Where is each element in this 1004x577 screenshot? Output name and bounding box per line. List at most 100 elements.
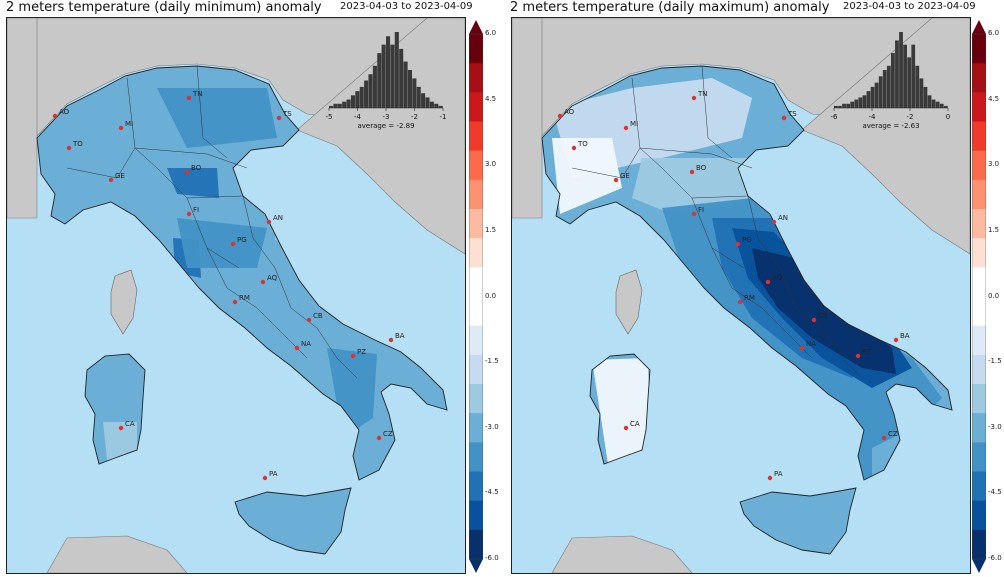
city-dot-MI[interactable] xyxy=(623,125,629,131)
histogram-bar xyxy=(346,99,351,108)
map-max[interactable]: AO TO MI TN TS GE BO FI AN PG AQ RM CB NA BA PZ CA CZ PA -6… xyxy=(511,17,971,574)
city-dot-BO[interactable] xyxy=(689,169,695,175)
city-dot-CB[interactable] xyxy=(811,317,817,323)
colorbar-segment xyxy=(469,209,483,239)
city-dot-AQ[interactable] xyxy=(260,279,266,285)
city-dot-BO[interactable] xyxy=(184,169,190,175)
region-border-2 xyxy=(639,147,753,169)
histogram-tick: -4 xyxy=(354,113,362,121)
colorbar-segment xyxy=(972,121,986,152)
colorbar-segment xyxy=(469,354,483,385)
colorbar-segment xyxy=(972,442,986,472)
histogram-bar xyxy=(838,105,842,108)
city-dot-CZ[interactable] xyxy=(881,435,887,441)
field-contour-3 xyxy=(632,158,760,214)
city-dot-TO[interactable] xyxy=(66,145,72,151)
histogram-tick: -2 xyxy=(411,113,418,121)
city-label-PG: PG xyxy=(237,236,247,244)
city-label-PA: PA xyxy=(774,470,783,478)
field-contour-1 xyxy=(552,138,622,214)
corsica xyxy=(615,269,643,335)
city-dot-RM[interactable] xyxy=(737,299,743,305)
city-dot-GE[interactable] xyxy=(613,177,619,183)
city-label-CA: CA xyxy=(630,420,640,428)
histogram-bar xyxy=(355,91,360,108)
city-dot-TN[interactable] xyxy=(691,95,697,101)
region-border-6 xyxy=(206,247,258,309)
histogram-average: average = -2.89 xyxy=(357,122,414,130)
histogram-bar xyxy=(416,86,421,108)
colorbar-top-arrow xyxy=(469,20,483,34)
histogram-tick: -4 xyxy=(869,113,877,121)
histogram-bar xyxy=(412,78,417,108)
city-dot-BA[interactable] xyxy=(388,337,394,343)
colorbar-segment xyxy=(972,500,986,531)
region-border-1 xyxy=(701,65,733,159)
histogram-bar xyxy=(425,97,430,108)
city-dot-PZ[interactable] xyxy=(350,353,356,359)
histogram-bar xyxy=(337,103,342,108)
city-dot-PA[interactable] xyxy=(767,475,773,481)
city-dot-MI[interactable] xyxy=(118,125,124,131)
panel-date-max: 2023-04-03 to 2023-04-09 xyxy=(843,1,976,12)
city-dot-CZ[interactable] xyxy=(376,435,382,441)
colorbar-top-arrow xyxy=(972,20,986,34)
city-dot-AN[interactable] xyxy=(266,219,272,225)
region-border-2 xyxy=(134,147,248,169)
city-label-TS: TS xyxy=(787,110,797,118)
city-dot-RM[interactable] xyxy=(232,299,238,305)
city-dot-FI[interactable] xyxy=(186,211,192,217)
city-dot-AO[interactable] xyxy=(557,113,563,119)
city-dot-AN[interactable] xyxy=(771,219,777,225)
city-dot-AO[interactable] xyxy=(52,113,58,119)
city-dot-TO[interactable] xyxy=(571,145,577,151)
histogram-tick: -5 xyxy=(326,113,333,121)
colorbar-tick-label: 3.0 xyxy=(988,160,1000,169)
city-dot-CB[interactable] xyxy=(306,317,312,323)
map-min[interactable]: AO TO MI TN TS GE BO FI AN PG AQ RM CB NA BA PZ CA CZ PA -5… xyxy=(6,17,466,574)
city-dot-TN[interactable] xyxy=(186,95,192,101)
city-dot-BA[interactable] xyxy=(893,337,899,343)
city-dot-NA[interactable] xyxy=(294,345,300,351)
colorbar-segment xyxy=(469,384,483,414)
colorbar-segment xyxy=(469,500,483,531)
corsica xyxy=(110,269,138,335)
city-label-NA: NA xyxy=(301,340,311,348)
city-dot-TS[interactable] xyxy=(276,115,282,121)
histogram-bar xyxy=(403,61,408,108)
city-dot-AQ[interactable] xyxy=(765,279,771,285)
histogram-bar xyxy=(407,70,413,108)
city-dot-CA[interactable] xyxy=(118,425,124,431)
colorbar-segment xyxy=(972,92,986,122)
colorbar-segment xyxy=(469,34,483,64)
histogram-bar xyxy=(891,53,895,108)
city-dot-CA[interactable] xyxy=(623,425,629,431)
histogram-tick: -3 xyxy=(383,113,390,121)
histogram-bar xyxy=(377,53,382,108)
city-label-AQ: AQ xyxy=(267,274,278,282)
field-contour-7 xyxy=(752,248,896,374)
colorbar-tick-label: -1.5 xyxy=(485,357,499,366)
city-label-FI: FI xyxy=(193,206,199,214)
city-dot-NA[interactable] xyxy=(799,345,805,351)
city-dot-GE[interactable] xyxy=(108,177,114,183)
colorbar-max xyxy=(971,20,987,573)
colorbar-tick-label: 6.0 xyxy=(485,29,497,37)
colorbar-segment xyxy=(972,238,986,268)
colorbar-bottom-arrow xyxy=(972,559,986,573)
city-dot-PG[interactable] xyxy=(230,241,236,247)
italy-coast xyxy=(36,65,448,481)
city-label-BO: BO xyxy=(696,164,707,172)
city-dot-PZ[interactable] xyxy=(855,353,861,359)
sardinia-coast xyxy=(589,353,651,465)
region-border-8 xyxy=(256,307,308,359)
city-dot-FI[interactable] xyxy=(691,211,697,217)
colorbar-segment xyxy=(972,267,986,297)
city-dot-TS[interactable] xyxy=(781,115,787,121)
sicily-coast xyxy=(739,487,857,555)
neighbor-land-1 xyxy=(801,18,970,255)
neighbor-land-1 xyxy=(296,18,465,255)
city-dot-PA[interactable] xyxy=(262,475,268,481)
colorbar-tick-label: -6.0 xyxy=(988,554,1002,562)
city-dot-PG[interactable] xyxy=(735,241,741,247)
